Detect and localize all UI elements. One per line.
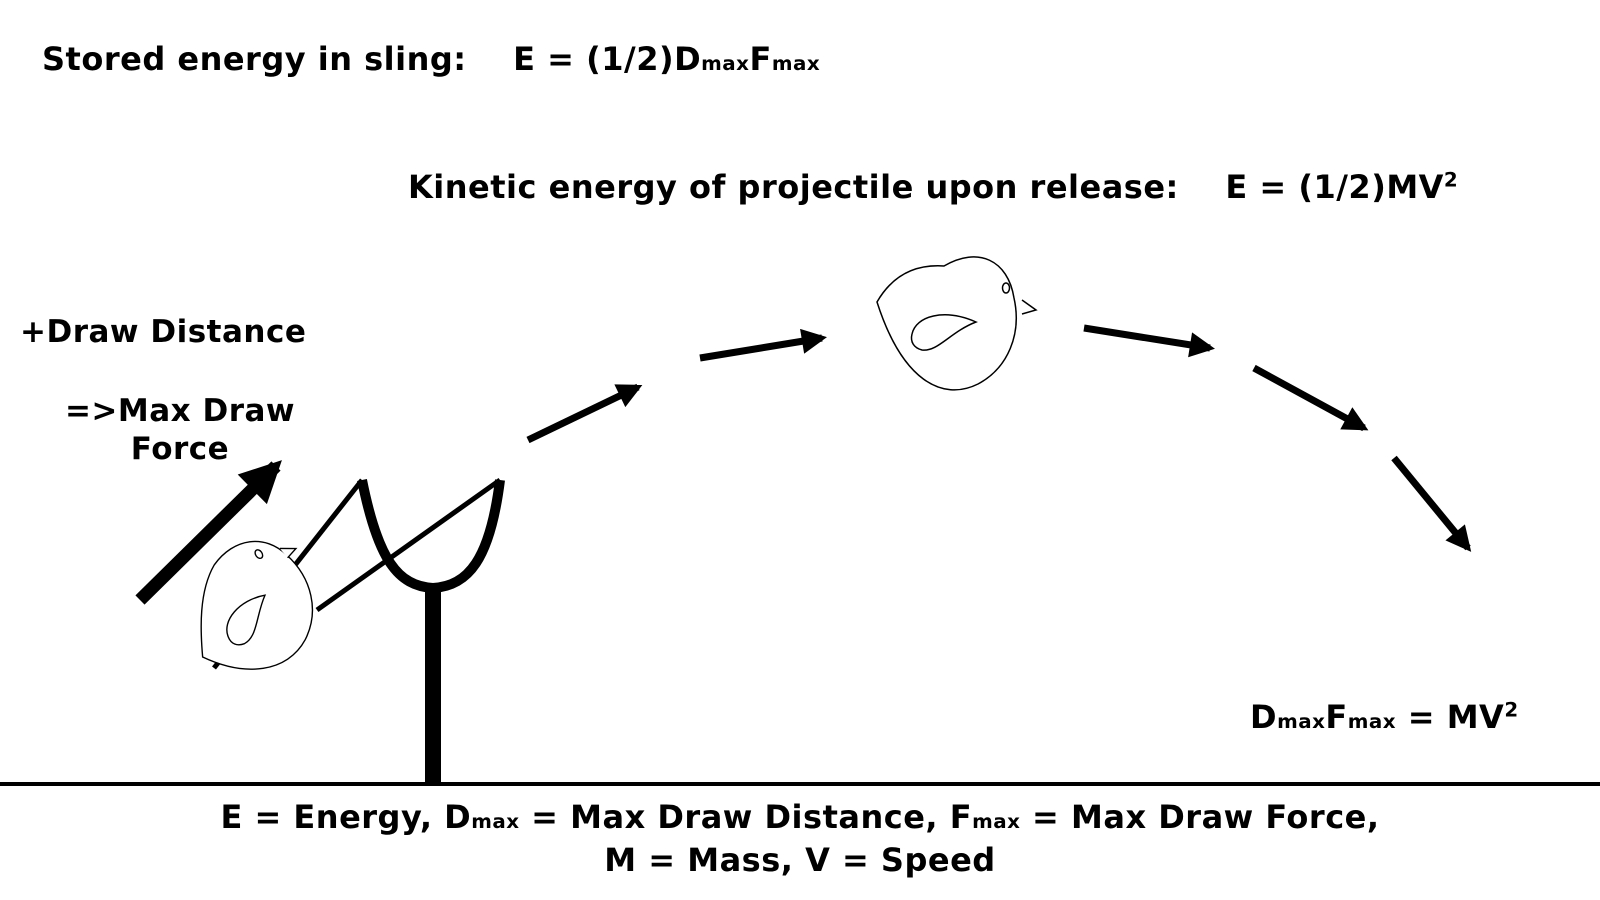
kinetic-energy-exponent: 2	[1443, 168, 1459, 192]
bird-icon	[876, 256, 1038, 391]
stored-energy-sub-f: max	[771, 52, 821, 75]
legend-e: E = Energy, D	[220, 798, 472, 836]
legend-line1: E = Energy, Dmax = Max Draw Distance, Fm…	[0, 798, 1600, 841]
relation-sub-f: max	[1347, 710, 1397, 733]
legend-f-sub: max	[972, 810, 1021, 833]
trajectory	[526, 324, 1472, 552]
max-draw-force-line1: =>Max Draw	[64, 393, 296, 429]
max-draw-force-label: =>Max Draw Force	[40, 392, 320, 468]
arrow-icon	[699, 328, 827, 362]
arrow-icon	[526, 383, 643, 444]
slingshot-icon	[357, 479, 505, 784]
variable-legend: E = Energy, Dmax = Max Draw Distance, Fm…	[0, 798, 1600, 879]
stored-energy-label: Stored energy in sling:	[42, 40, 467, 78]
kinetic-energy-formula: Kinetic energy of projectile upon releas…	[408, 168, 1458, 206]
relation-d: D	[1250, 698, 1278, 736]
legend-line2: M = Mass, V = Speed	[604, 841, 996, 879]
relation-exponent: 2	[1504, 698, 1519, 722]
arrow-icon	[1252, 364, 1369, 432]
sling-band-right	[315, 477, 502, 613]
legend-d-sub: max	[471, 810, 520, 833]
arrow-icon	[1391, 455, 1472, 552]
kinetic-energy-label: Kinetic energy of projectile upon releas…	[408, 168, 1179, 206]
relation-rest: = MV	[1396, 698, 1505, 736]
relation-sub-d: max	[1277, 710, 1326, 733]
stored-energy-sub-d: max	[701, 52, 750, 75]
bird-icon	[200, 540, 314, 670]
draw-distance-label: +Draw Distance	[20, 314, 307, 350]
arrow-icon	[1083, 324, 1215, 358]
relation-f: F	[1325, 698, 1348, 736]
kinetic-energy-expression: E = (1/2)MV	[1225, 168, 1444, 206]
energy-relation: DmaxFmax = MV2	[1250, 698, 1519, 736]
arrow-icon	[135, 460, 282, 605]
max-draw-force-line2: Force	[130, 431, 230, 467]
stored-energy-f: F	[749, 40, 772, 78]
stored-energy-prefix: E = (1/2)D	[513, 40, 702, 78]
legend-d-rest: = Max Draw Distance, F	[519, 798, 973, 836]
stored-energy-formula: Stored energy in sling: E = (1/2)DmaxFma…	[42, 40, 820, 78]
legend-f-rest: = Max Draw Force,	[1020, 798, 1380, 836]
